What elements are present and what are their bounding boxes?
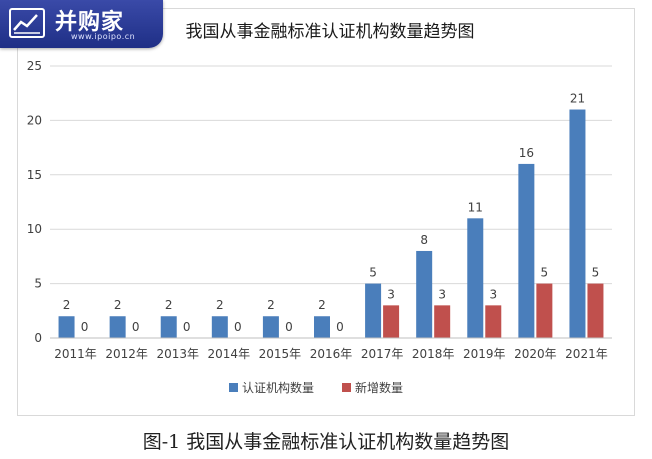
bar-series2 [587, 283, 604, 338]
x-tick-label: 2017年 [361, 347, 404, 361]
data-label: 0 [81, 320, 89, 334]
x-tick-label: 2012年 [105, 347, 148, 361]
y-tick-label: 25 [27, 59, 42, 73]
data-label: 5 [369, 266, 377, 280]
x-tick-label: 2019年 [463, 347, 506, 361]
data-label: 0 [336, 320, 344, 334]
data-label: 3 [438, 287, 446, 301]
data-label: 2 [267, 298, 275, 312]
y-tick-label: 15 [27, 168, 42, 182]
bar-series2 [485, 305, 502, 338]
figure-caption: 图-1 我国从事金融标准认证机构数量趋势图 [142, 431, 510, 453]
bar-series1 [160, 316, 177, 338]
data-label: 21 [570, 92, 585, 106]
bar-series1 [467, 218, 484, 338]
data-label: 8 [420, 233, 428, 247]
x-tick-label: 2014年 [208, 347, 251, 361]
bar-series1 [518, 163, 535, 338]
data-label: 2 [165, 298, 173, 312]
bar-series1 [569, 109, 586, 339]
bar-series1 [365, 283, 382, 338]
legend-swatch-series2 [342, 383, 351, 392]
x-tick-label: 2020年 [514, 347, 557, 361]
legend-label: 新增数量 [355, 380, 403, 395]
data-label: 2 [63, 298, 71, 312]
watermark-banner: 并购家 www.ipoipo.cn [0, 0, 163, 48]
x-tick-label: 2011年 [54, 347, 97, 361]
data-label: 2 [114, 298, 122, 312]
bar-series1 [416, 250, 433, 338]
legend-label: 认证机构数量 [242, 380, 314, 395]
x-tick-label: 2016年 [310, 347, 353, 361]
bar-series1 [109, 316, 126, 338]
data-label: 2 [318, 298, 326, 312]
y-tick-label: 5 [34, 277, 42, 291]
bar-series1 [262, 316, 279, 338]
data-label: 3 [387, 287, 395, 301]
data-label: 0 [132, 320, 140, 334]
y-tick-label: 0 [34, 331, 42, 345]
x-tick-label: 2021年 [565, 347, 608, 361]
data-label: 0 [234, 320, 242, 334]
data-label: 0 [183, 320, 191, 334]
data-label: 16 [519, 146, 534, 160]
chart-logo-icon [9, 8, 45, 38]
bar-series1 [211, 316, 228, 338]
data-label: 2 [216, 298, 224, 312]
legend-swatch-series1 [229, 383, 238, 392]
bar-series1 [314, 316, 330, 338]
x-tick-label: 2015年 [259, 347, 302, 361]
data-label: 0 [285, 320, 293, 334]
bar-series1 [58, 316, 75, 338]
bar-series2 [536, 283, 553, 338]
y-tick-label: 10 [27, 222, 42, 236]
data-label: 5 [592, 266, 600, 280]
data-label: 11 [468, 200, 483, 214]
data-label: 3 [489, 287, 497, 301]
x-tick-label: 2018年 [412, 347, 455, 361]
bar-series2 [434, 305, 451, 338]
data-label: 5 [541, 266, 549, 280]
y-tick-label: 20 [27, 113, 42, 127]
bar-series2 [383, 305, 400, 338]
x-tick-label: 2013年 [156, 347, 199, 361]
chart-title: 我国从事金融标准认证机构数量趋势图 [186, 22, 475, 42]
watermark-url: www.ipoipo.cn [71, 32, 136, 41]
watermark-brand: 并购家 [55, 10, 125, 35]
